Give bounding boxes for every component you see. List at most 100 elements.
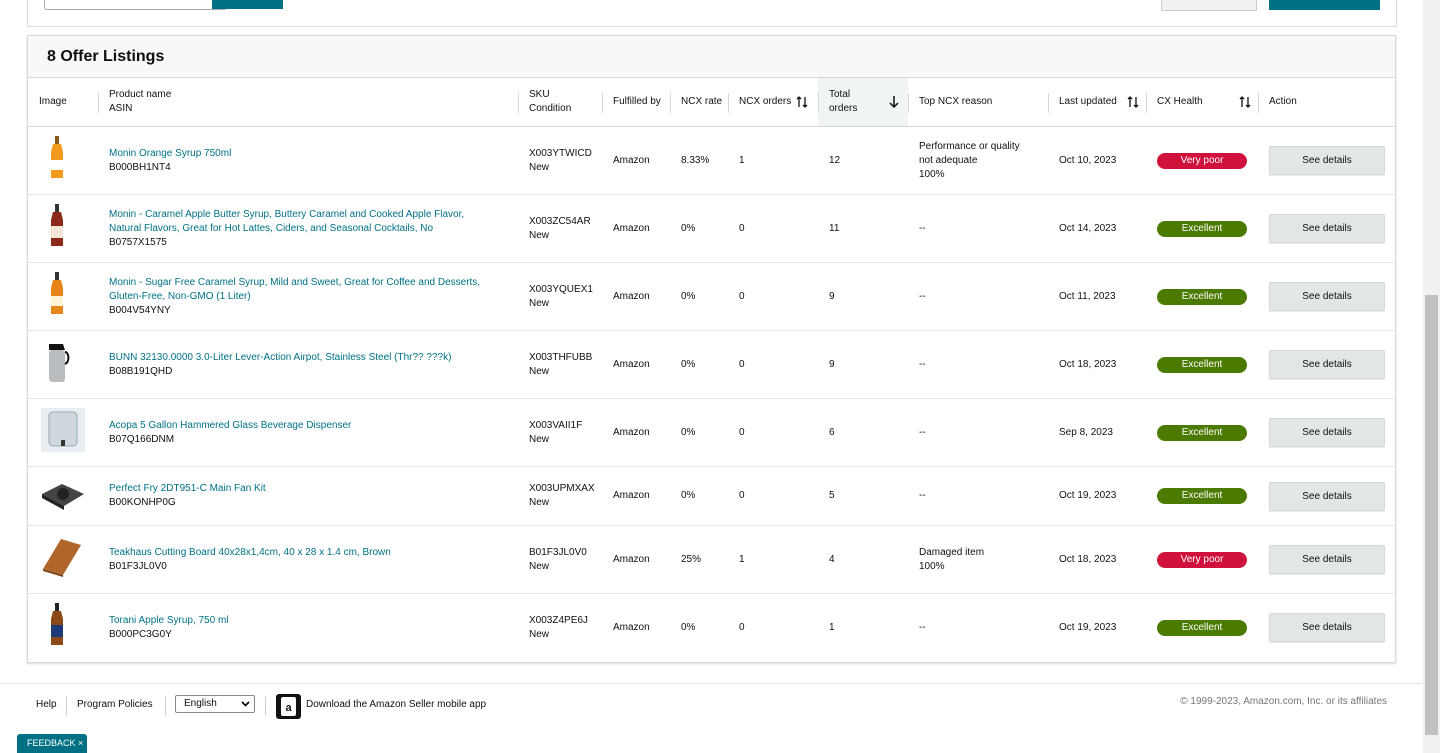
cell: Amazon <box>602 525 670 594</box>
sort-icon[interactable] <box>1127 95 1139 109</box>
header-cell: Top NCX reason <box>908 78 1048 127</box>
condition: New <box>529 433 550 445</box>
cell: Excellent <box>1146 262 1258 331</box>
header-cell[interactable]: CX Health <box>1146 78 1258 127</box>
health-badge: Excellent <box>1157 356 1247 373</box>
total-orders: 12 <box>829 154 841 166</box>
column-header[interactable]: NCX orders <box>739 96 792 107</box>
sku: X003YTWICD <box>529 147 592 159</box>
cell: Amazon <box>602 594 670 662</box>
listing-row: Teakhaus Cutting Board 40x28x1,4cm, 40 x… <box>28 525 1395 594</box>
header-cell: Product name ASIN <box>98 78 518 127</box>
product-name[interactable]: Acopa 5 Gallon Hammered Glass Beverage D… <box>109 419 352 431</box>
product-name[interactable]: Monin - Sugar Free Caramel Syrup, Mild a… <box>109 276 481 302</box>
header-cell: Action <box>1258 78 1395 127</box>
button[interactable] <box>1161 0 1257 11</box>
see-details-button[interactable]: See details <box>1269 613 1385 643</box>
column-header[interactable]: Last updated <box>1059 96 1117 107</box>
last-updated: Oct 18, 2023 <box>1059 553 1117 565</box>
button[interactable] <box>1269 0 1380 10</box>
cell: Excellent <box>1146 466 1258 526</box>
scrollbar[interactable] <box>1423 0 1440 753</box>
language[interactable]: English <box>184 698 217 709</box>
last-updated: Oct 19, 2023 <box>1059 490 1117 501</box>
condition: New <box>529 560 550 572</box>
cell <box>28 525 98 594</box>
scroll-thumb[interactable] <box>1425 295 1438 735</box>
cell: 6 <box>818 398 908 467</box>
cell: See details <box>1258 330 1395 399</box>
condition: New <box>529 365 550 377</box>
product-name[interactable]: BUNN 32130.0000 3.0-Liter Lever-Action A… <box>109 351 452 363</box>
cell: Excellent <box>1146 398 1258 467</box>
see-details-button[interactable]: See details <box>1269 214 1385 243</box>
total-orders: 1 <box>829 621 835 633</box>
copyright: © 1999-2023, Amazon.com, Inc. or its aff… <box>1180 696 1387 707</box>
product-name[interactable]: Monin - Caramel Apple Butter Syrup, Butt… <box>109 208 465 234</box>
cell: X003YTWICD New <box>518 126 602 195</box>
cell: -- <box>908 466 1048 526</box>
cell <box>28 126 98 195</box>
cell: 1 <box>728 126 818 195</box>
search-input[interactable] <box>44 0 227 10</box>
cell: Damaged item 100% <box>908 525 1048 594</box>
fulfilled-by: Amazon <box>613 358 650 370</box>
last-updated: Oct 10, 2023 <box>1059 154 1117 166</box>
cell: -- <box>908 594 1048 662</box>
column-header[interactable]: Total orders <box>829 89 858 114</box>
total-orders: 5 <box>829 490 835 501</box>
product-name[interactable]: Perfect Fry 2DT951-C Main Fan Kit <box>109 483 266 494</box>
product-name[interactable]: Torani Apple Syrup, 750 ml <box>109 614 229 626</box>
ncx-reason: -- <box>919 222 926 234</box>
sku: X003ZC54AR <box>529 215 591 227</box>
search-button[interactable] <box>212 0 283 9</box>
cell: X003VAII1F New <box>518 398 602 467</box>
app-icon[interactable]: a <box>276 694 301 719</box>
sort-icon[interactable] <box>796 95 808 109</box>
footer-link[interactable]: Help <box>36 699 57 710</box>
feedback-label[interactable]: FEEDBACK <box>27 738 76 748</box>
sku: X003Z4PE6J <box>529 614 588 626</box>
last-updated: Sep 8, 2023 <box>1059 426 1113 438</box>
listing-row: Monin - Caramel Apple Butter Syrup, Butt… <box>28 194 1395 263</box>
see-details-button[interactable]: See details <box>1269 350 1385 379</box>
column-header: NCX rate <box>681 96 723 107</box>
column-header: Top NCX reason <box>919 96 993 107</box>
header-cell[interactable]: Total orders <box>818 78 908 127</box>
see-details-button[interactable]: See details <box>1269 481 1385 511</box>
cell: 9 <box>818 330 908 399</box>
total-orders: 6 <box>829 426 835 438</box>
cell: 0% <box>670 194 728 263</box>
feedback-tab[interactable]: FEEDBACK × <box>17 734 87 753</box>
footer-link[interactable]: Program Policies <box>77 699 153 710</box>
header-row: Image Product name ASIN SKU Condition Fulf… <box>28 78 1395 127</box>
see-details-button[interactable]: See details <box>1269 545 1385 574</box>
listings-card: 8 Offer Listings Image Product name ASIN … <box>27 35 1396 663</box>
asin: B000BH1NT4 <box>109 161 171 173</box>
sku: X003THFUBB <box>529 351 593 363</box>
cell: Monin - Sugar Free Caramel Syrup, Mild a… <box>98 262 518 331</box>
cell <box>28 466 98 526</box>
language-select[interactable]: English <box>175 695 255 713</box>
column-header[interactable]: CX Health <box>1157 96 1203 107</box>
see-details-button[interactable]: See details <box>1269 282 1385 311</box>
header-cell[interactable]: Last updated <box>1048 78 1146 127</box>
cell: Amazon <box>602 398 670 467</box>
see-details-button[interactable]: See details <box>1269 418 1385 447</box>
condition: New <box>529 161 550 173</box>
cell: -- <box>908 262 1048 331</box>
sort-icon[interactable] <box>1239 95 1251 109</box>
listing-row: Torani Apple Syrup, 750 ml B000PC3G0Y X003… <box>28 594 1395 662</box>
cell: X003THFUBB New <box>518 330 602 399</box>
ncx-rate: 8.33% <box>681 154 710 166</box>
sku: X003UPMXAX <box>529 483 595 494</box>
filter-bar <box>27 0 1397 27</box>
cell: Teakhaus Cutting Board 40x28x1,4cm, 40 x… <box>98 525 518 594</box>
product-name[interactable]: Teakhaus Cutting Board 40x28x1,4cm, 40 x… <box>109 546 391 558</box>
sort-icon[interactable] <box>888 95 900 109</box>
cell: Oct 19, 2023 <box>1048 594 1146 662</box>
header-cell[interactable]: NCX orders <box>728 78 818 127</box>
app-link[interactable]: Download the Amazon Seller mobile app <box>306 699 487 710</box>
see-details-button[interactable]: See details <box>1269 146 1385 175</box>
product-name[interactable]: Monin Orange Syrup 750ml <box>109 147 232 159</box>
